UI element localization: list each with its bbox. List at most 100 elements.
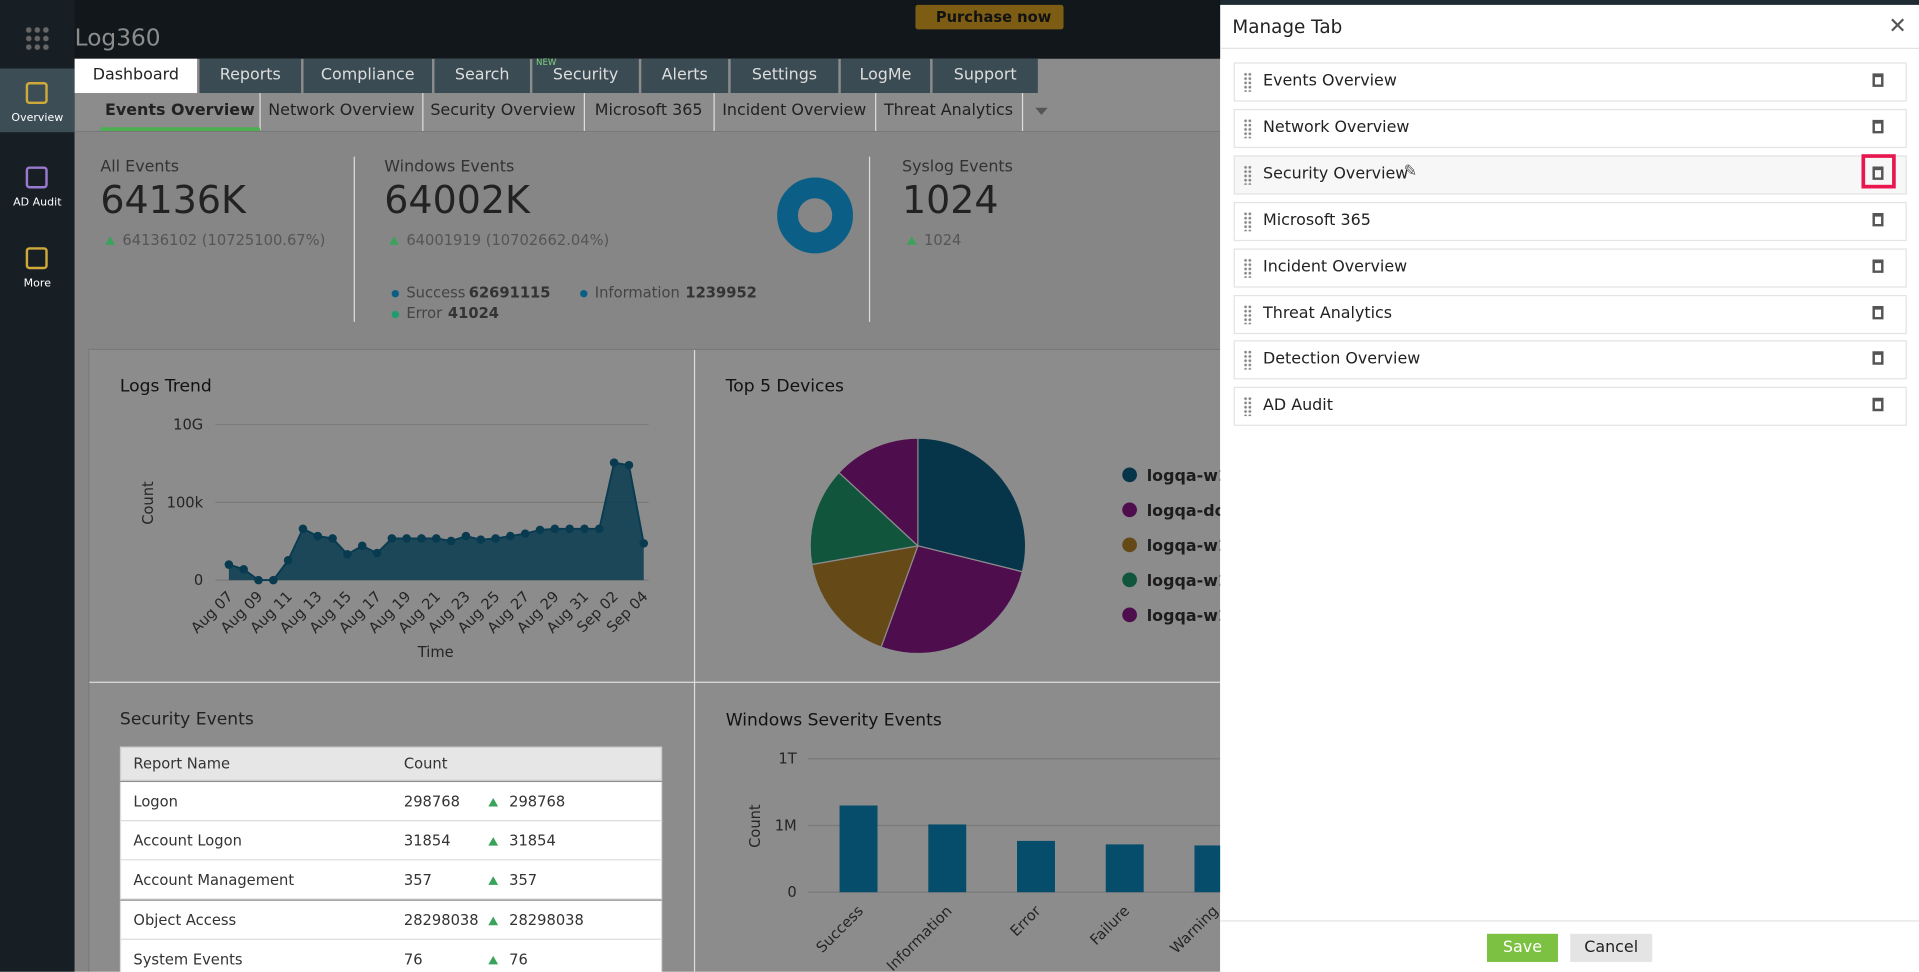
tab-item-label: Microsoft 365: [1263, 211, 1371, 230]
sidebar: [0, 0, 75, 972]
logo[interactable]: Log360: [74, 24, 161, 52]
subtab[interactable]: Threat Analytics: [875, 93, 1024, 131]
point: [535, 525, 545, 535]
tab[interactable]: Security: [532, 58, 639, 94]
delete-icon[interactable]: [1872, 73, 1884, 87]
drag-handle[interactable]: [1243, 257, 1252, 278]
stat-label: Windows Events: [384, 157, 515, 177]
tab[interactable]: Reports: [199, 58, 302, 94]
tab-item[interactable]: [1233, 155, 1907, 195]
legend-label: logqa-w1: [1147, 466, 1229, 485]
tab-item[interactable]: [1233, 247, 1907, 288]
sidebar-label[interactable]: AD Audit: [13, 197, 62, 210]
legend-dot: [1122, 537, 1137, 553]
tab-item[interactable]: [1233, 201, 1907, 241]
up-arrow: [389, 236, 399, 245]
cell: 76: [509, 950, 528, 968]
sidebar-icon[interactable]: [25, 247, 48, 270]
table-row: [119, 900, 663, 940]
cell: 76: [403, 950, 423, 968]
legend-label: logqa-dc2: [1147, 501, 1235, 520]
delete-icon[interactable]: [1872, 258, 1884, 273]
breakdown-name: Success: [406, 283, 466, 302]
tab[interactable]: Alerts: [641, 58, 729, 94]
tab-item[interactable]: [1233, 62, 1907, 102]
panel-title: Manage Tab: [1232, 15, 1343, 38]
point: [387, 534, 397, 543]
delete-icon[interactable]: [1872, 351, 1884, 366]
subtab[interactable]: Events Overview: [100, 93, 261, 131]
drag-handle[interactable]: [1243, 396, 1252, 417]
highlight-box: [1861, 153, 1896, 189]
tab[interactable]: Dashboard: [74, 58, 198, 94]
sidebar-label[interactable]: More: [23, 277, 51, 291]
breakdown-value: 41024: [447, 304, 500, 322]
apps-icon[interactable]: [24, 25, 49, 51]
sidebar-label[interactable]: Overview: [11, 112, 64, 125]
purchase-button[interactable]: Purchase now: [915, 4, 1064, 30]
legend-dot: [1122, 607, 1137, 623]
cell: 28298038: [403, 911, 479, 929]
drag-handle[interactable]: [1243, 304, 1252, 324]
cell: 357: [509, 871, 538, 889]
point: [580, 524, 589, 534]
point: [520, 529, 530, 538]
divider: [1220, 920, 1919, 922]
subtab[interactable]: Incident Overview: [714, 93, 877, 131]
sidebar-icon[interactable]: [25, 81, 48, 105]
pie-slice: [811, 545, 919, 648]
up-arrow: [488, 916, 499, 925]
subtab[interactable]: Security Overview: [422, 93, 586, 131]
delete-icon[interactable]: [1872, 119, 1884, 134]
area: [228, 462, 644, 581]
bar: [1017, 840, 1055, 893]
delete-icon[interactable]: [1872, 166, 1884, 180]
column-header: Count: [403, 755, 448, 773]
tab-item[interactable]: [1233, 340, 1907, 380]
more-tabs[interactable]: [1035, 107, 1048, 116]
tab-item[interactable]: [1233, 294, 1907, 334]
drag-handle[interactable]: [1243, 118, 1252, 139]
drag-handle[interactable]: [1243, 211, 1252, 231]
drag-handle[interactable]: [1243, 164, 1252, 185]
point: [269, 575, 278, 585]
delete-icon[interactable]: [1872, 305, 1884, 319]
drag-handle[interactable]: [1243, 72, 1252, 92]
delete-icon[interactable]: [1872, 212, 1884, 227]
legend-label: logqa-w1: [1147, 571, 1229, 590]
tab[interactable]: Compliance: [303, 58, 433, 94]
stat-divider: [353, 156, 355, 322]
point: [446, 536, 456, 546]
widget-divider: [89, 681, 1221, 683]
cancel-button[interactable]: Cancel: [1570, 933, 1653, 962]
save-button[interactable]: Save: [1486, 933, 1558, 962]
y-tick-label: 1M: [775, 817, 797, 834]
tab[interactable]: Settings: [730, 58, 839, 94]
table-row: [119, 821, 663, 861]
close-button[interactable]: ✕: [1888, 13, 1907, 40]
stat-value: 64136K: [100, 178, 246, 223]
stat-value: 64002K: [384, 178, 530, 223]
tab-item[interactable]: [1233, 387, 1907, 427]
subtab[interactable]: Network Overview: [261, 93, 424, 131]
tab-item-label: Threat Analytics: [1263, 304, 1393, 323]
cell: Logon: [133, 793, 178, 811]
up-arrow: [105, 236, 116, 245]
delete-icon[interactable]: [1872, 398, 1884, 412]
tab[interactable]: Support: [932, 58, 1038, 94]
point: [491, 534, 500, 543]
drag-handle[interactable]: [1243, 350, 1252, 371]
donut: [777, 177, 854, 254]
tab[interactable]: Search: [434, 58, 530, 94]
tab[interactable]: LogMe: [840, 58, 931, 94]
sidebar-icon[interactable]: [25, 166, 48, 189]
cell: 28298038: [509, 911, 584, 929]
edit-icon[interactable]: ✎: [1403, 162, 1418, 181]
tab-item-label: Security Overview: [1263, 164, 1409, 184]
pie-slice: [838, 437, 919, 548]
tab-item[interactable]: [1233, 108, 1907, 148]
subtab[interactable]: Microsoft 365: [584, 93, 715, 131]
new-badge: NEW: [536, 57, 557, 68]
